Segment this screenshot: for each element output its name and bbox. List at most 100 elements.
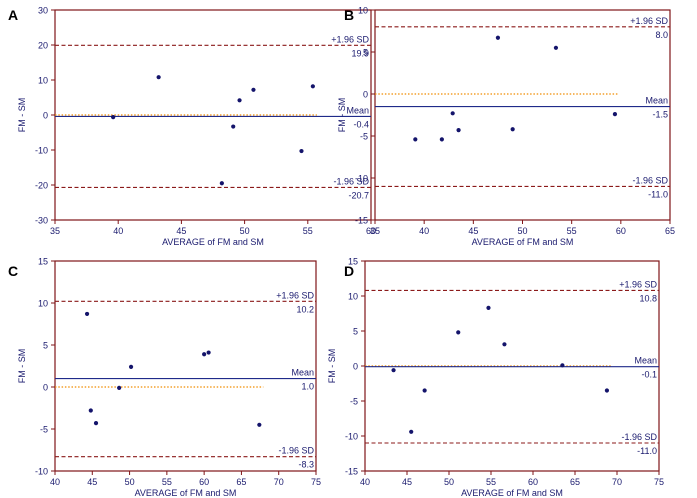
x-tick-label: 35 [50, 226, 60, 236]
y-tick-label: -10 [35, 467, 48, 477]
plot-frame [374, 9, 671, 221]
data-point [391, 368, 396, 373]
x-tick-label: 45 [468, 226, 478, 236]
y-tick-label: -15 [355, 216, 368, 226]
data-point [612, 112, 618, 117]
data-point [84, 311, 90, 317]
x-tick-label: 35 [370, 226, 380, 236]
data-point [604, 388, 610, 393]
panel-letter-a: A [8, 7, 19, 23]
data-point [413, 137, 418, 142]
data-point [111, 115, 116, 120]
data-point [486, 305, 491, 310]
y-tick-label: -5 [350, 397, 358, 407]
data-point [553, 45, 559, 50]
lower-limit-label: -1.96 SD [632, 175, 668, 185]
upper-limit-value: 10.8 [639, 293, 657, 303]
panel-d: D -15 -10 -5 0 5 10 15 40 45 50 55 60 65 70 75 AVERAGE … [327, 253, 697, 498]
x-tick-label: 60 [199, 477, 209, 487]
chart-c: -10 -5 0 5 10 15 40 45 50 55 60 65 70 75 AVERAGE of FM… [17, 257, 321, 498]
y-tick-label: -10 [355, 174, 368, 184]
x-tick-label: 45 [176, 226, 186, 236]
lower-limit-value: -8.3 [298, 460, 314, 470]
y-tick-label: -30 [35, 216, 48, 226]
y-axis-label: FM - SM [17, 98, 27, 133]
x-tick-label: 45 [87, 477, 97, 487]
upper-limit-label: +1.96 SD [331, 34, 369, 44]
panel-letter-c: C [8, 263, 19, 279]
x-tick-label: 55 [486, 477, 496, 487]
y-tick-label: 30 [38, 6, 48, 16]
x-tick-label: 75 [311, 477, 321, 487]
upper-limit-label: +1.96 SD [619, 279, 657, 289]
x-tick-label: 65 [236, 477, 246, 487]
x-tick-label: 75 [654, 477, 664, 487]
x-axis-label: AVERAGE of FM and SM [461, 488, 563, 498]
data-point [299, 148, 304, 154]
mean-value-label: -0.4 [353, 119, 369, 129]
plot-frame [54, 260, 317, 472]
y-tick-label: 0 [353, 362, 358, 372]
data-point [88, 408, 93, 413]
mean-label: Mean [346, 105, 369, 115]
y-tick-label: 5 [363, 48, 368, 58]
lower-limit-value: -20.7 [348, 190, 369, 200]
y-tick-label: -5 [40, 425, 48, 435]
y-tick-label: 0 [363, 90, 368, 100]
y-tick-label: -15 [345, 467, 358, 477]
x-tick-label: 40 [360, 477, 370, 487]
lower-limit-label: -1.96 SD [278, 446, 314, 456]
y-tick-label: 10 [38, 299, 48, 309]
y-tick-label: 0 [43, 111, 48, 121]
data-point [310, 84, 315, 89]
x-tick-label: 40 [113, 226, 123, 236]
data-point [237, 98, 242, 103]
mean-value-label: -1.5 [652, 110, 668, 120]
mean-label: Mean [645, 96, 668, 106]
x-tick-label: 40 [50, 477, 60, 487]
y-tick-label: -10 [35, 146, 48, 156]
y-tick-label: 0 [43, 383, 48, 393]
y-tick-label: 10 [358, 6, 368, 16]
x-axis-label: AVERAGE of FM and SM [162, 237, 264, 247]
x-tick-label: 50 [517, 226, 527, 236]
x-tick-label: 70 [612, 477, 622, 487]
x-axis-label: AVERAGE of FM and SM [135, 488, 237, 498]
data-point [456, 128, 461, 133]
y-tick-label: 15 [348, 257, 358, 267]
panel-b: B -15 -10 -5 0 5 10 35 40 45 50 55 60 65 AVERAGE of F… [337, 0, 697, 248]
data-point [128, 364, 134, 369]
y-axis-label: FM - SM [327, 349, 337, 384]
x-tick-label: 60 [366, 226, 376, 236]
y-tick-label: 10 [38, 76, 48, 86]
upper-limit-value: 19.9 [351, 48, 369, 58]
data-point [93, 421, 99, 426]
y-tick-label: 20 [38, 41, 48, 51]
x-tick-label: 60 [616, 226, 626, 236]
data-point [156, 75, 161, 80]
data-point [456, 330, 461, 335]
y-tick-label: -20 [35, 181, 48, 191]
x-tick-label: 65 [570, 477, 580, 487]
y-tick-label: 5 [353, 327, 358, 337]
data-point [439, 137, 444, 142]
data-point [450, 111, 455, 116]
lower-limit-value: -11.0 [637, 446, 657, 456]
chart-b: -15 -10 -5 0 5 10 35 40 45 50 55 60 65 AVERAGE of FM … [337, 6, 675, 248]
mean-label: Mean [634, 356, 657, 366]
x-axis-label: AVERAGE of FM and SM [472, 237, 574, 247]
data-point [560, 363, 565, 368]
panel-c: C -10 -5 0 5 10 15 40 45 50 55 60 65 70 75 AVERAGE of … [0, 253, 340, 498]
data-point [117, 385, 122, 390]
data-point [206, 350, 211, 355]
chart-d: -15 -10 -5 0 5 10 15 40 45 50 55 60 65 70 75 AVERAGE of… [327, 257, 664, 498]
x-tick-label: 55 [303, 226, 313, 236]
mean-value-label: 1.0 [301, 382, 314, 392]
data-point [502, 342, 507, 347]
lower-limit-label: -1.96 SD [333, 176, 369, 186]
panel-a: A -30 -20 -10 0 10 20 30 35 40 45 50 55 60 AVERAGE of… [0, 0, 376, 248]
y-tick-label: -10 [345, 432, 358, 442]
data-point [231, 124, 236, 129]
data-point [257, 422, 262, 427]
